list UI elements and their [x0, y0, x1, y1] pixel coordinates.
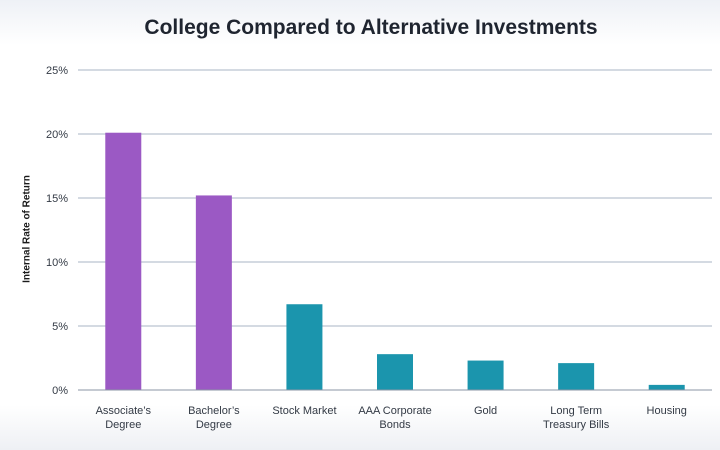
y-tick-label: 0%: [52, 385, 68, 397]
gridlines: [78, 69, 712, 327]
x-category-label: Long Term Treasury Bills: [543, 405, 610, 431]
x-axis-categories: Associate’s Degree Bachelor’s Degree Stock M…: [96, 405, 687, 431]
y-tick-label: 25%: [46, 65, 68, 77]
x-category-label: Associate’s Degree: [96, 405, 152, 431]
bar: [105, 132, 142, 390]
y-tick-label: 10%: [46, 257, 68, 269]
y-axis-ticks: 0% 5% 10% 15% 20% 25%: [46, 65, 68, 397]
x-category-label: Stock Market: [272, 405, 336, 417]
bar: [195, 195, 232, 390]
bars: [105, 132, 685, 390]
x-category-label: Gold: [474, 405, 497, 417]
bar: [286, 304, 323, 390]
chart-title: College Compared to Alternative Investme…: [144, 16, 598, 39]
bar: [648, 384, 685, 390]
y-tick-label: 5%: [52, 321, 68, 333]
bar: [467, 360, 504, 390]
bar: [558, 363, 595, 390]
y-tick-label: 20%: [46, 129, 68, 141]
x-category-label: AAA Corporate Bonds: [358, 405, 431, 431]
x-category-label: Bachelor’s Degree: [188, 405, 240, 431]
y-tick-label: 15%: [46, 193, 68, 205]
bar: [377, 354, 413, 390]
x-category-label: Housing: [647, 405, 687, 417]
